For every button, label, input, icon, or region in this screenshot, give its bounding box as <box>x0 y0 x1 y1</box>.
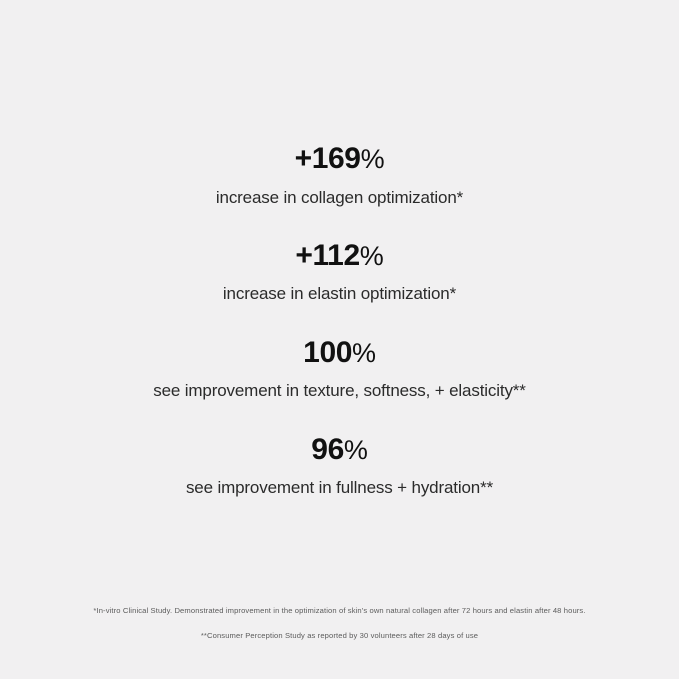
stat-prefix-elastin: + <box>295 238 313 272</box>
percent-symbol: % <box>343 434 368 465</box>
stat-block-texture: 100% see improvement in texture, softnes… <box>0 336 679 402</box>
stat-digits-elastin: 112 <box>312 238 361 272</box>
stat-block-collagen: +169% increase in collagen optimization* <box>0 142 679 208</box>
stat-digits-fullness: 96 <box>311 432 344 466</box>
stat-digits-collagen: 169 <box>311 142 361 175</box>
stat-block-elastin: +112% increase in elastin optimization* <box>0 239 679 305</box>
stat-number-collagen: + <box>294 142 313 175</box>
stat-digits-texture: 100 <box>303 335 353 369</box>
stat-value-elastin: +112% <box>0 239 679 273</box>
percent-symbol: % <box>359 240 384 271</box>
percent-symbol: % <box>352 337 376 368</box>
stat-label-elastin: increase in elastin optimization* <box>222 284 457 304</box>
stat-value-collagen: +169% <box>0 142 679 176</box>
footnote-list: *In-vitro Clinical Study. Demonstrated i… <box>0 606 679 641</box>
stat-value-texture: 100% <box>0 336 679 370</box>
footnote-clinical-study: *In-vitro Clinical Study. Demonstrated i… <box>93 606 586 615</box>
stat-label-collagen: increase in collagen optimization* <box>215 187 464 207</box>
stat-label-texture: see improvement in texture, softness, + … <box>153 381 526 401</box>
stat-list: +169% increase in collagen optimization*… <box>0 142 679 498</box>
footnote-consumer-study: **Consumer Perception Study as reported … <box>200 630 479 640</box>
stat-label-fullness: see improvement in fullness + hydration*… <box>185 478 494 498</box>
stat-value-fullness: 96% <box>0 433 679 467</box>
stat-block-fullness: 96% see improvement in fullness + hydrat… <box>0 433 679 499</box>
percent-symbol: % <box>360 144 385 174</box>
